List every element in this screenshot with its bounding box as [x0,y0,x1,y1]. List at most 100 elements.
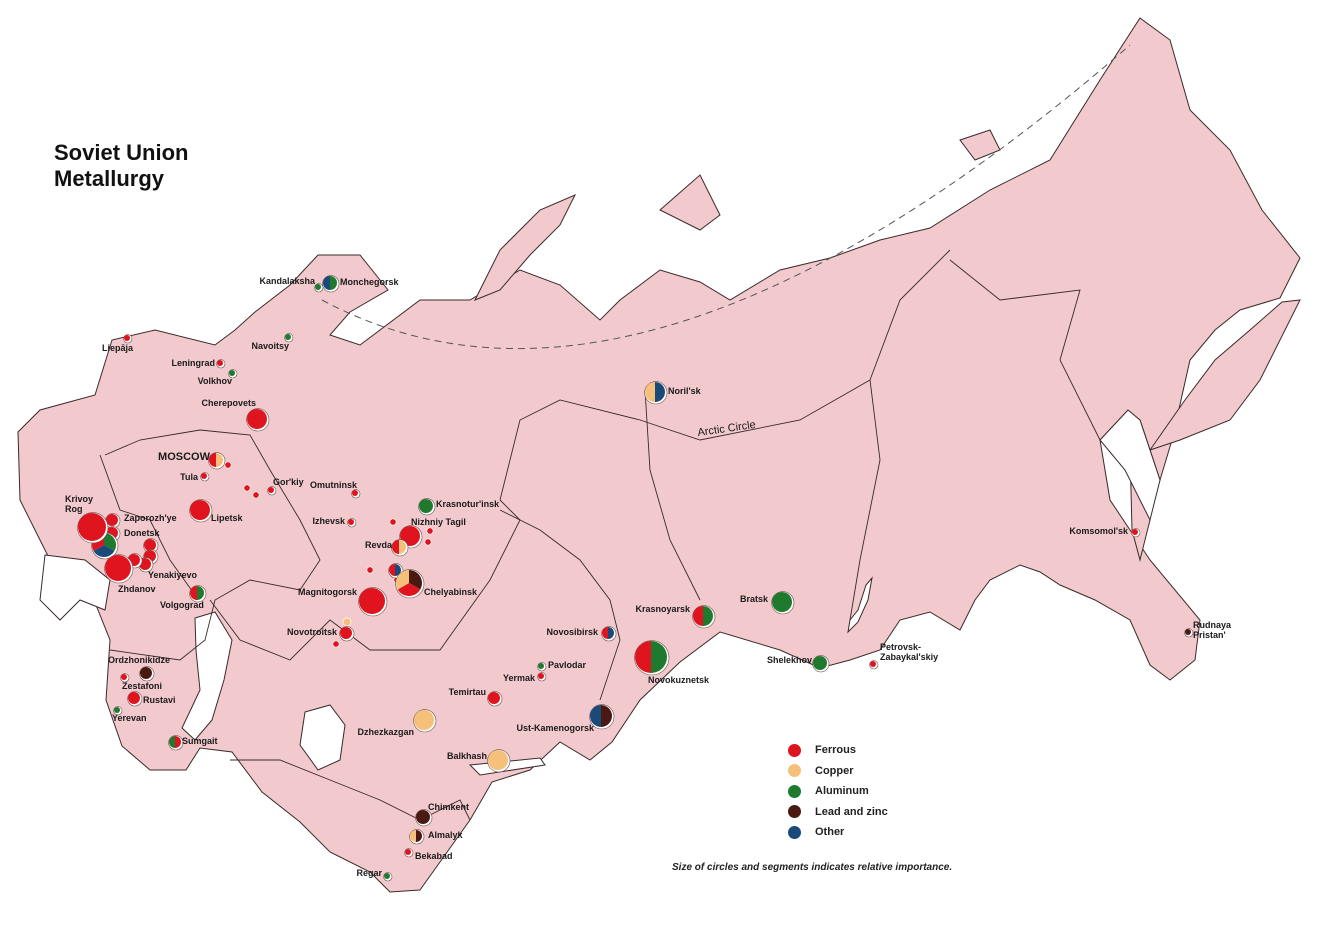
city-label: Novokuznetsk [648,675,710,685]
city-monchegorsk: Monchegorsk [322,275,400,293]
landmass-newsiberian [959,129,1001,161]
city-yermak: Yermak [503,672,547,683]
other-swatch [788,825,801,839]
city-marker [200,472,210,482]
city-yenakiyevo: Yenakiyevo [148,570,198,580]
ferrous-segment [693,606,703,626]
city-label: Navoitsy [251,341,289,351]
legend-item-ferrous: Ferrous [788,740,888,761]
city-label: Chelyabinsk [424,587,478,597]
copper-segment [410,830,416,842]
legend-label: Lead and zinc [815,805,888,818]
city-marker [168,735,184,751]
landmass-novaya [473,194,577,301]
city-marker [347,518,357,528]
city-chelyabinsk: Chelyabinsk [395,569,478,599]
city-label-line: Ust-Kamenogorsk [516,723,595,733]
city-label-line: Petrovsk- [880,642,921,652]
city-donetsk: Donetsk [124,528,161,538]
ferrous-segment [124,335,130,341]
ferrous-segment [602,627,608,639]
ferrous-segment [488,692,500,704]
city-label-line: Temirtau [449,687,486,697]
city-label: Balkhash [447,751,487,761]
city-marker [189,499,213,523]
city-label: Yermak [503,673,536,683]
city-marker [409,829,425,845]
city-label: Novotroitsk [287,627,338,637]
caspian-sea [181,611,233,741]
internal-borders [99,249,1101,821]
city-marker [404,848,414,858]
city-bekabad: Bekabad [404,848,453,861]
city-label-line: Chelyabinsk [424,587,478,597]
black-sea [39,554,111,621]
city-revda: Revda [365,539,409,557]
sea-of-okhotsk [1099,409,1161,522]
city-label: Monchegorsk [340,277,400,287]
lake-baikal [847,576,873,634]
minor-site-marker [424,538,432,546]
city-marker [339,626,355,642]
legend-label: Aluminum [815,785,869,798]
city-marker [812,655,830,673]
city-volgograd: Volgograd [160,585,207,610]
aluminum-segment [813,656,827,670]
city-label-line: Dzhezkazgan [357,727,414,737]
city-label-line: Yerevan [112,713,147,723]
city-marker [383,872,393,882]
map-title: Soviet Union Metallurgy [54,140,188,192]
city-label: Volgograd [160,600,204,610]
lead-zinc-segment [409,570,422,590]
city-label: Nizhniy Tagil [411,517,466,527]
city-marker [418,498,436,516]
minor-site-marker [342,617,352,627]
city-label-line: Magnitogorsk [298,587,358,597]
landmass-mainland [17,17,1301,893]
city-rudnaya-pristan: Rudnaya Pristan' [1184,620,1232,640]
city-label-line: Kandalaksha [259,276,316,286]
city-label: Izhevsk [312,516,346,526]
city-almalyk: Almalyk [409,829,464,845]
city-marker [267,486,277,496]
ferrous-segment [144,539,156,551]
city-marker [358,587,388,617]
city-marker [127,691,143,707]
lead-zinc-swatch [788,805,801,819]
republic-border [499,249,951,501]
other-segment [655,382,665,402]
legend-item-copper: Copper [788,761,888,782]
city-label: Rustavi [143,695,176,705]
ferrous-segment [392,540,399,554]
city-ordzhonikidze: Ordzhonikidze [108,655,170,682]
city-label: Zestafoni [122,681,162,691]
aluminum-segment [384,873,390,879]
city-label-line: Monchegorsk [340,277,400,287]
copper-segment [399,540,406,554]
city-magnitogorsk: Magnitogorsk [298,587,388,617]
city-label: Krasnoyarsk [635,604,691,614]
city-label-line: Volgograd [160,600,204,610]
ferrous-segment [190,500,210,520]
copper-segment [216,453,223,467]
minor-site-marker [366,566,374,574]
city-label: Yenakiyevo [148,570,198,580]
city-label: Cherepovets [201,398,256,408]
minor-site-marker [224,461,232,469]
city-marker [351,489,361,499]
ferrous-segment [175,736,181,748]
other-segment [395,564,401,576]
city-label-line: Krivoy [65,494,93,504]
city-sumgait: Sumgait [168,735,218,751]
city-label: Liepāja [102,343,134,353]
city-marker [322,275,340,293]
city-label-line: Novotroitsk [287,627,338,637]
city-label-line: Cherepovets [201,398,256,408]
city-label: Noril'sk [668,386,702,396]
city-label-line: Zhdanov [118,584,156,594]
republic-border [209,499,521,661]
aluminum-segment [169,736,175,748]
city-liep-ja: Liepāja [102,334,134,353]
republic-border [849,379,881,621]
aral-sea [299,704,346,771]
